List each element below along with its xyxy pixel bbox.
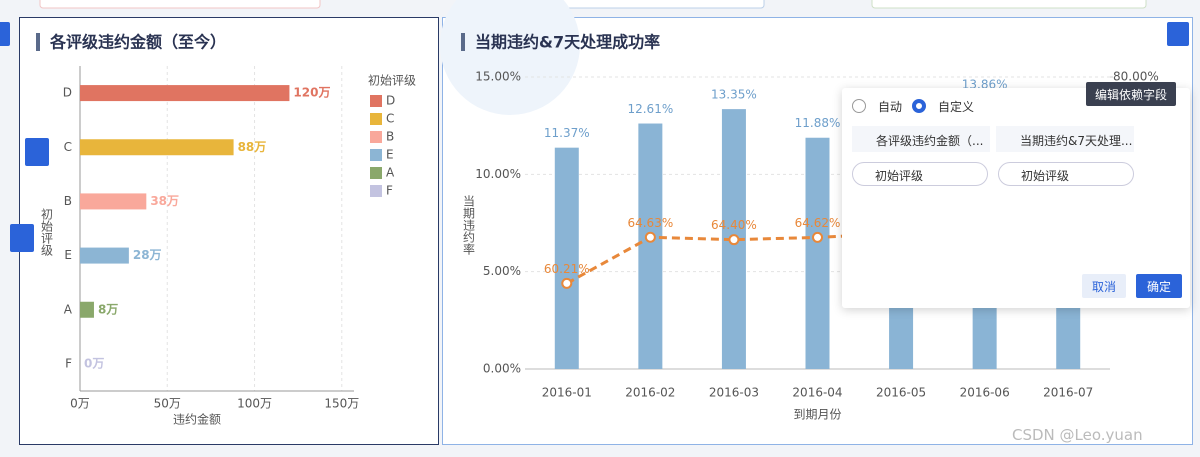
select[interactable]: 初始评级 [998, 162, 1134, 186]
bar [638, 123, 663, 369]
y-axis-title: 当期违约率 [462, 195, 476, 255]
y-tick-label: 15.00% [475, 70, 521, 84]
field: 各评级违约金额（... [852, 126, 990, 152]
legend-label: D [386, 94, 395, 108]
y-tick-label: E [64, 248, 72, 262]
icon-button[interactable] [1167, 22, 1189, 46]
value-label: 28万 [133, 248, 162, 262]
y-tick-label: 5.00% [483, 264, 521, 278]
x-tick-label: 2016-04 [792, 386, 842, 400]
x-tick-label: 2016-05 [876, 386, 926, 400]
legend-label: A [386, 166, 395, 180]
watermark: CSDN @Leo.yuan [1012, 426, 1143, 444]
point [561, 277, 573, 289]
y-tick-label: C [64, 140, 72, 154]
icon-button[interactable] [10, 224, 34, 252]
value-label: 64.62% [795, 216, 841, 230]
radio-selected[interactable] [912, 99, 926, 113]
bar [80, 247, 129, 264]
x-axis-title: 违约金额 [173, 412, 221, 427]
bar [805, 137, 830, 369]
x-tick-label: 2016-03 [709, 386, 759, 400]
bar [80, 301, 94, 318]
bar [554, 147, 579, 369]
value-label: 12.61% [627, 102, 673, 116]
select[interactable]: 初始评级 [852, 162, 988, 186]
tooltip: 编辑依赖字段 [1086, 82, 1176, 106]
point [812, 231, 823, 243]
legend-title: 初始评级 [368, 74, 416, 88]
x-tick-label: 2016-06 [960, 386, 1010, 400]
legend-label: B [386, 130, 394, 144]
value-label: 38万 [150, 194, 179, 208]
y-tick-label: F [65, 356, 72, 370]
chart-title: 各评级违约金额（至今） [49, 33, 226, 52]
radio-label: 自定义 [938, 100, 975, 114]
icon-button[interactable] [0, 22, 10, 46]
cancel-button[interactable]: 取消 [1082, 274, 1126, 298]
confirm-button[interactable]: 确定 [1136, 274, 1182, 298]
legend-label: C [386, 112, 394, 126]
x-tick-label: 2016-02 [625, 386, 675, 400]
y2-tick-label: 80.00% [1113, 70, 1159, 84]
value-label: 8万 [98, 302, 118, 316]
legend-swatch [370, 149, 382, 161]
y-tick-label: A [64, 302, 73, 316]
popup: 自动 自定义 各评级违约金额（... 当期违约&7天处理... 初始评级 初始评… [842, 88, 1190, 308]
select-text: 初始评级 [1021, 169, 1070, 183]
card-top [39, 0, 321, 9]
radio[interactable] [852, 99, 866, 113]
card-top [871, 0, 1147, 9]
select-text: 初始评级 [875, 169, 924, 183]
title-marker [461, 33, 465, 51]
value-label: 13.35% [711, 88, 757, 102]
x-tick-label: 50万 [154, 397, 181, 411]
y-tick-label: 10.00% [475, 167, 521, 181]
title-marker [36, 33, 40, 51]
legend-swatch [370, 167, 382, 179]
bar [80, 139, 234, 156]
decoration [440, 0, 580, 115]
value-label: 60.21% [544, 262, 590, 276]
value-label: 64.63% [627, 216, 673, 230]
legend-swatch [370, 95, 382, 107]
legend-swatch [370, 113, 382, 125]
x-tick-label: 2016-07 [1043, 386, 1093, 400]
y-tick-label: 0.00% [483, 362, 521, 376]
y-tick-label: D [63, 86, 72, 100]
bar [80, 193, 147, 210]
x-tick-label: 2016-01 [542, 386, 592, 400]
value-label: 0万 [84, 356, 104, 370]
value-label: 120万 [293, 86, 330, 100]
x-tick-label: 100万 [237, 397, 272, 411]
value-label: 11.37% [544, 126, 590, 140]
x-tick-label: 0万 [70, 397, 90, 411]
x-tick-label: 150万 [324, 397, 359, 411]
radio-label: 自动 [878, 100, 903, 114]
chart-title: 当期违约&7天处理成功率 [475, 33, 660, 52]
point [644, 231, 656, 243]
field: 当期违约&7天处理... [996, 126, 1134, 152]
legend-label: F [386, 184, 393, 198]
x-axis-title: 到期月份 [793, 408, 841, 422]
value-label: 11.88% [795, 116, 841, 130]
legend-swatch [370, 131, 382, 143]
icon-button[interactable] [25, 138, 49, 166]
value-label: 88万 [238, 140, 267, 154]
y-tick-label: B [64, 194, 72, 208]
point [728, 234, 740, 246]
legend-swatch [370, 185, 382, 197]
y-axis-title: 初始评级 [40, 208, 54, 256]
bar [80, 85, 290, 102]
legend-label: E [386, 148, 394, 162]
value-label: 64.40% [711, 218, 757, 232]
